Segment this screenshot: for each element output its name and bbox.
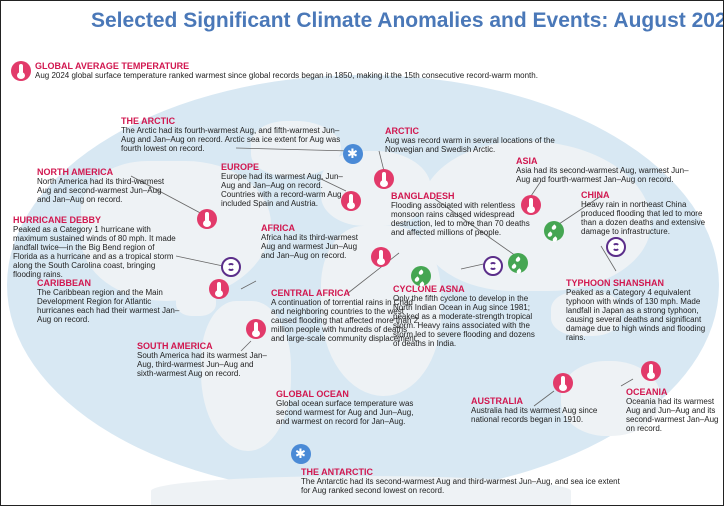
event-text: Europe had its warmest Aug, Jun–Aug and … — [221, 172, 343, 208]
leader-south-america — [240, 340, 252, 352]
event-heading: NORTH AMERICA — [37, 167, 114, 177]
event-asia: ASIA Asia had its second-warmest Aug, wa… — [516, 156, 696, 184]
event-heading: OCEANIA — [626, 387, 668, 397]
leader-hurricane-debby — [175, 255, 224, 267]
leader-caribbean — [240, 280, 257, 290]
event-text: Peaked as a Category 1 hurricane with ma… — [13, 225, 176, 279]
cyclone-icon — [483, 256, 503, 276]
event-text: Aug 2024 global surface temperature rank… — [35, 71, 538, 80]
event-heading: HURRICANE DEBBY — [13, 215, 102, 225]
event-africa: AFRICA Africa had its third-warmest Aug … — [261, 223, 361, 260]
rain-drops-icon — [544, 221, 564, 241]
event-text: Asia had its second-warmest Aug, warmest… — [516, 166, 689, 184]
event-oceania: OCEANIA Oceania had its warmest Aug and … — [626, 387, 721, 433]
event-heading: AUSTRALIA — [471, 396, 523, 406]
event-text: Global ocean surface temperature was sec… — [276, 399, 414, 426]
event-text: Australia had its warmest Aug since nati… — [471, 406, 598, 424]
event-text: The Arctic had its fourth-warmest Aug, a… — [121, 126, 341, 153]
leader-oceania — [620, 378, 634, 387]
leader-the-arctic — [235, 147, 352, 152]
event-text: Africa had its third-warmest Aug and war… — [261, 233, 358, 260]
event-europe: EUROPE Europe had its warmest Aug, Jun–A… — [221, 162, 346, 208]
event-arctic: ARCTIC Aug was record warm in several lo… — [385, 126, 555, 154]
event-text: North America had its third-warmest Aug … — [37, 177, 165, 204]
event-heading: ASIA — [516, 156, 538, 166]
event-heading: ARCTIC — [385, 126, 419, 136]
event-china: CHINA Heavy rain in northeast China prod… — [581, 190, 711, 236]
land-north-america — [81, 161, 271, 301]
event-text: Flooding associated with relentless mons… — [391, 201, 530, 237]
event-text: Aug was record warm in several locations… — [385, 136, 555, 154]
snowflake-icon — [291, 444, 311, 464]
thermometer-icon — [11, 61, 31, 81]
event-heading: GLOBAL AVERAGE TEMPERATURE — [35, 61, 190, 71]
event-heading: SOUTH AMERICA — [137, 341, 213, 351]
event-text: Peaked as a Category 4 equivalent typhoo… — [566, 288, 706, 342]
event-heading: BANGLADESH — [391, 191, 455, 201]
event-text: A continuation of torrential rains in Ch… — [271, 298, 419, 343]
rain-drops-icon — [508, 253, 528, 273]
thermometer-icon — [374, 169, 394, 189]
event-heading: CARIBBEAN — [37, 278, 91, 288]
event-heading: THE ANTARCTIC — [301, 467, 373, 477]
thermometer-icon — [553, 373, 573, 393]
event-text: The Caribbean region and the Main Develo… — [37, 288, 180, 324]
leader-north-america — [130, 175, 207, 217]
thermometer-icon — [341, 191, 361, 211]
leader-europe — [320, 178, 347, 192]
land-southeast-asia — [551, 291, 621, 336]
thermometer-icon — [641, 361, 661, 381]
thermometer-icon — [209, 279, 229, 299]
event-bangladesh: BANGLADESH Flooding associated with rele… — [391, 191, 536, 237]
event-text: Oceania had its warmest Aug and Jun–Aug … — [626, 397, 719, 433]
event-heading: CHINA — [581, 190, 610, 200]
event-cyclone-asna: CYCLONE ASNA Only the fifth cyclone to d… — [393, 284, 543, 348]
thermometer-icon — [197, 209, 217, 229]
event-heading: CENTRAL AFRICA — [271, 288, 350, 298]
leader-arctic — [378, 150, 385, 172]
event-caribbean: CARIBBEAN The Caribbean region and the M… — [37, 278, 187, 324]
cyclone-icon — [221, 257, 241, 277]
snowflake-icon — [343, 144, 363, 164]
event-the-antarctic: THE ANTARCTIC The Antarctic had its seco… — [301, 467, 621, 495]
leader-australia — [533, 390, 555, 407]
event-text: The Antarctic had its second-warmest Aug… — [301, 477, 620, 495]
leader-bangladesh — [434, 198, 517, 257]
event-heading: AFRICA — [261, 223, 295, 233]
event-heading: THE ARCTIC — [121, 116, 176, 126]
thermometer-icon — [521, 195, 541, 215]
event-text: Only the fifth cyclone to develop in the… — [393, 294, 535, 348]
event-global-average-temperature: GLOBAL AVERAGE TEMPERATURE Aug 2024 glob… — [35, 61, 635, 80]
cyclone-icon — [606, 237, 626, 257]
event-south-america: SOUTH AMERICA South America had its warm… — [137, 341, 272, 378]
event-typhoon-shanshan: TYPHOON SHANSHAN Peaked as a Category 4 … — [566, 278, 721, 342]
land-europe — [321, 151, 431, 226]
event-text: South America had its warmest Jan–Aug, t… — [137, 351, 267, 378]
page-title: Selected Significant Climate Anomalies a… — [91, 9, 724, 32]
land-antarctica — [151, 476, 571, 505]
event-text: Heavy rain in northeast China produced f… — [581, 200, 706, 236]
event-heading: EUROPE — [221, 162, 260, 172]
thermometer-icon — [246, 319, 266, 339]
leader-typhoon-shanshan — [600, 245, 617, 272]
thermometer-icon — [371, 247, 391, 267]
event-central-africa: CENTRAL AFRICA A continuation of torrent… — [271, 288, 421, 343]
event-north-america: NORTH AMERICA North America had its thir… — [37, 167, 167, 204]
event-heading: CYCLONE ASNA — [393, 284, 465, 294]
event-heading: GLOBAL OCEAN — [276, 389, 349, 399]
event-hurricane-debby: HURRICANE DEBBY Peaked as a Category 1 h… — [13, 215, 178, 279]
event-australia: AUSTRALIA Australia had its warmest Aug … — [471, 396, 616, 424]
event-heading: TYPHOON SHANSHAN — [566, 278, 665, 288]
leader-china — [555, 195, 602, 227]
event-global-ocean: GLOBAL OCEAN Global ocean surface temper… — [276, 389, 426, 426]
rain-drops-icon — [411, 266, 431, 286]
event-the-arctic: THE ARCTIC The Arctic had its fourth-war… — [121, 116, 341, 153]
